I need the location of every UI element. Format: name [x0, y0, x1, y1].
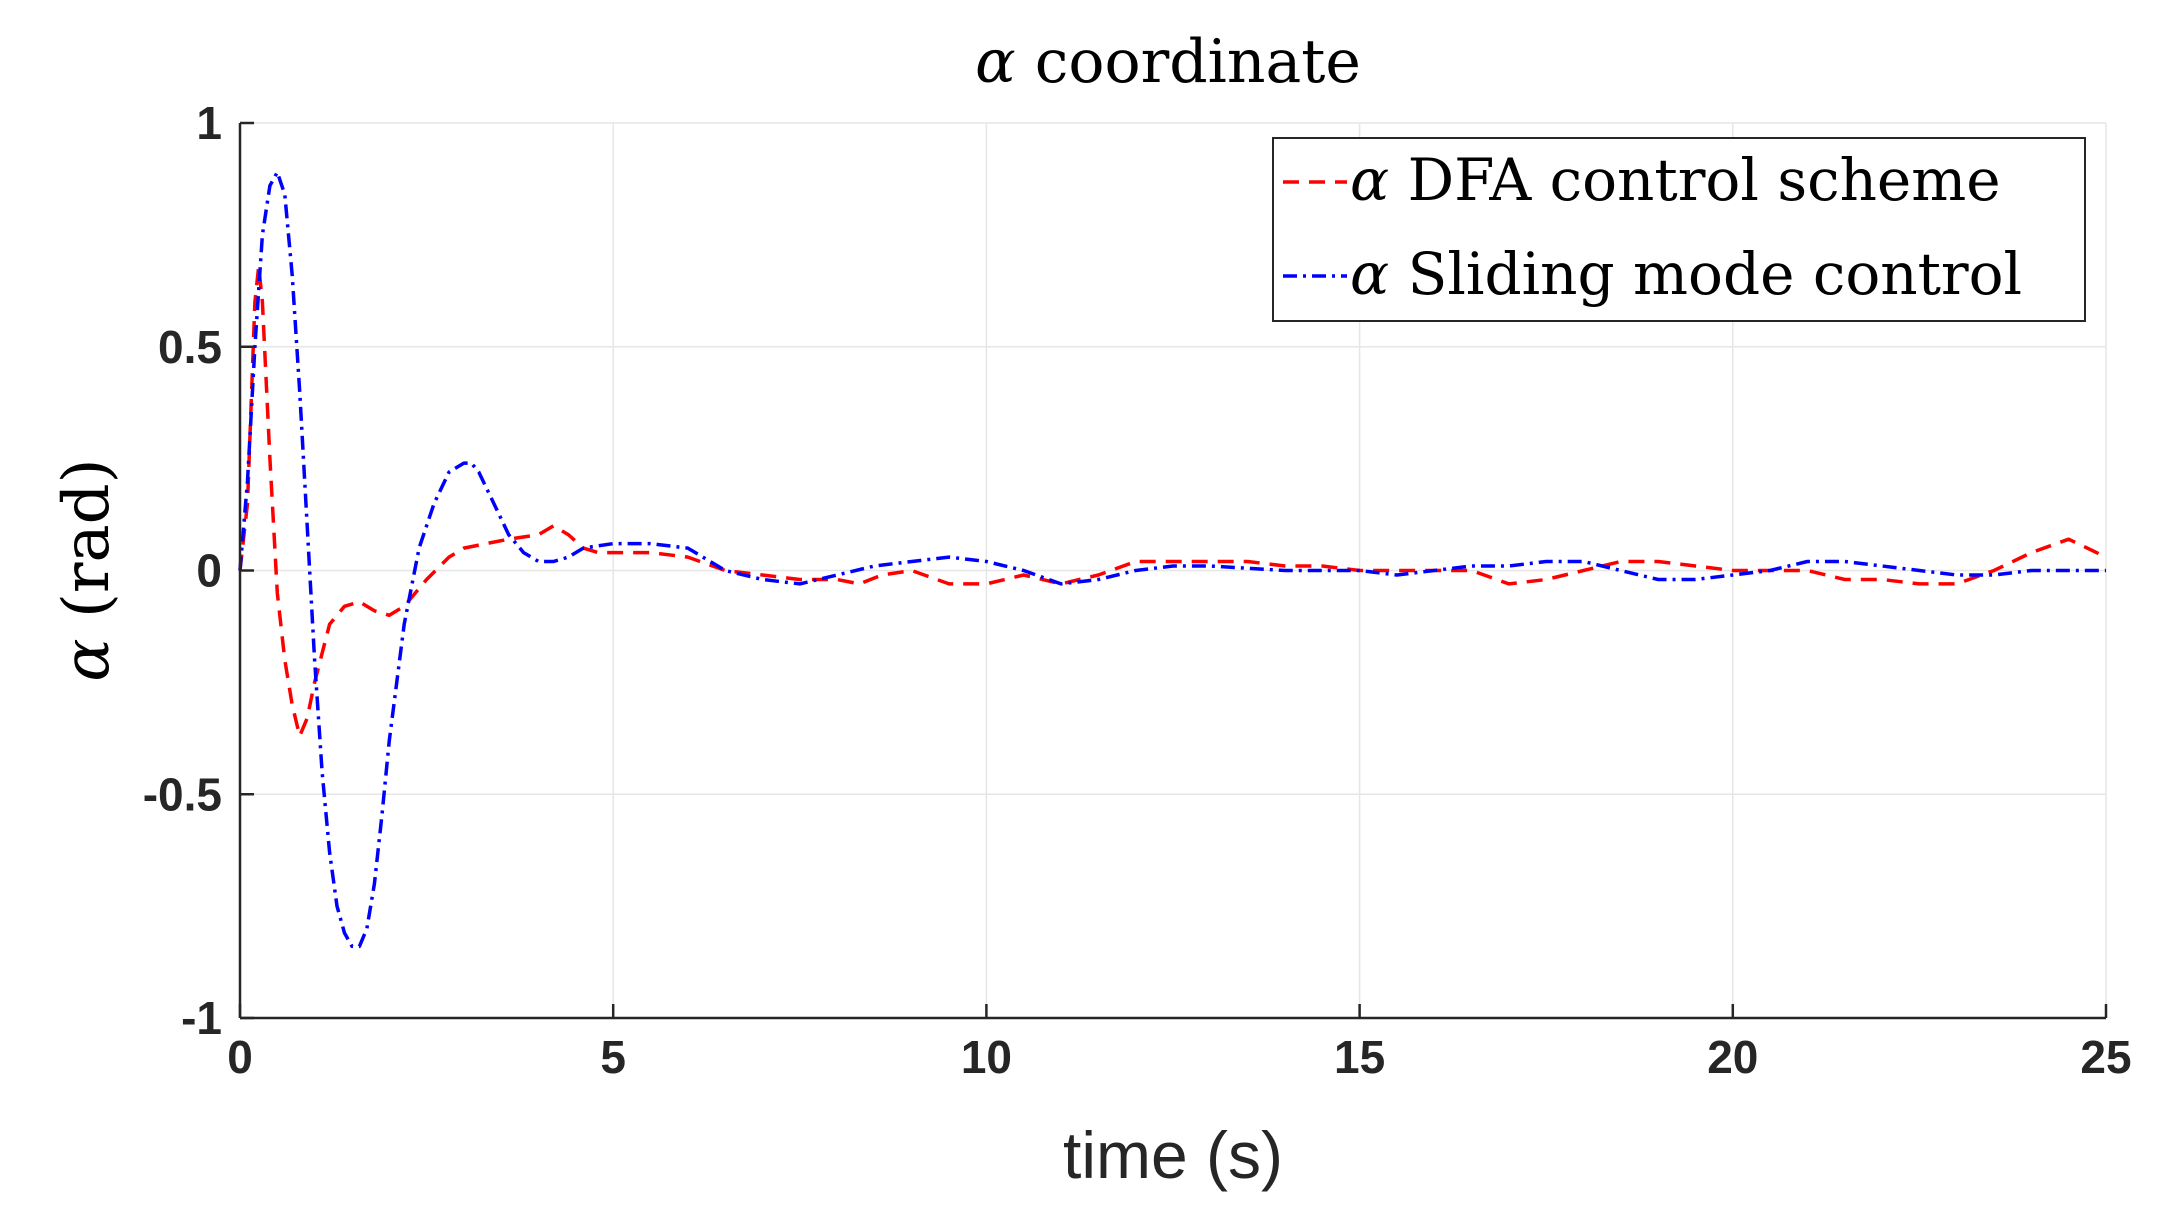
- legend-dfa-text: DFA control scheme: [1408, 146, 2001, 214]
- chart-title: α coordinate: [975, 27, 1361, 97]
- y-tick-label: 1: [196, 97, 222, 149]
- legend-box: [1272, 137, 2086, 322]
- legend: α DFA control scheme α Sliding mode cont…: [1272, 137, 2086, 322]
- title-alpha-symbol: α: [975, 27, 1016, 97]
- series-line-dfa: [238, 264, 2107, 738]
- x-ticks: 0 5 10 15 20 25: [227, 1004, 2132, 1083]
- x-tick-label: 5: [600, 1031, 626, 1083]
- y-tick-label: -0.5: [143, 768, 222, 820]
- x-axis-label: time (s): [1063, 1118, 1283, 1192]
- series-lines: [238, 170, 2107, 949]
- y-axis-label: α (rad): [50, 458, 124, 681]
- title-text: coordinate: [1035, 27, 1361, 97]
- x-tick-label: 10: [961, 1031, 1012, 1083]
- ylabel-text: (rad): [50, 458, 124, 618]
- x-tick-label: 0: [227, 1031, 253, 1083]
- x-tick-label: 15: [1334, 1031, 1385, 1083]
- series-line-sliding-mode: [238, 170, 2106, 949]
- legend-label-smc: α Sliding mode control: [1350, 240, 2022, 308]
- legend-dfa-alpha-symbol: α: [1350, 146, 1389, 214]
- y-tick-label: 0: [196, 545, 222, 597]
- y-ticks: 1 0.5 0 -0.5 -1: [143, 97, 254, 1044]
- x-tick-label: 20: [1707, 1031, 1758, 1083]
- legend-label-dfa: α DFA control scheme: [1350, 146, 2001, 214]
- legend-smc-alpha-symbol: α: [1350, 240, 1389, 308]
- legend-smc-text: Sliding mode control: [1408, 240, 2023, 308]
- x-tick-label: 25: [2080, 1031, 2131, 1083]
- y-tick-label: -1: [181, 992, 222, 1044]
- y-tick-label: 0.5: [158, 321, 222, 373]
- ylabel-alpha-symbol: α: [50, 638, 124, 681]
